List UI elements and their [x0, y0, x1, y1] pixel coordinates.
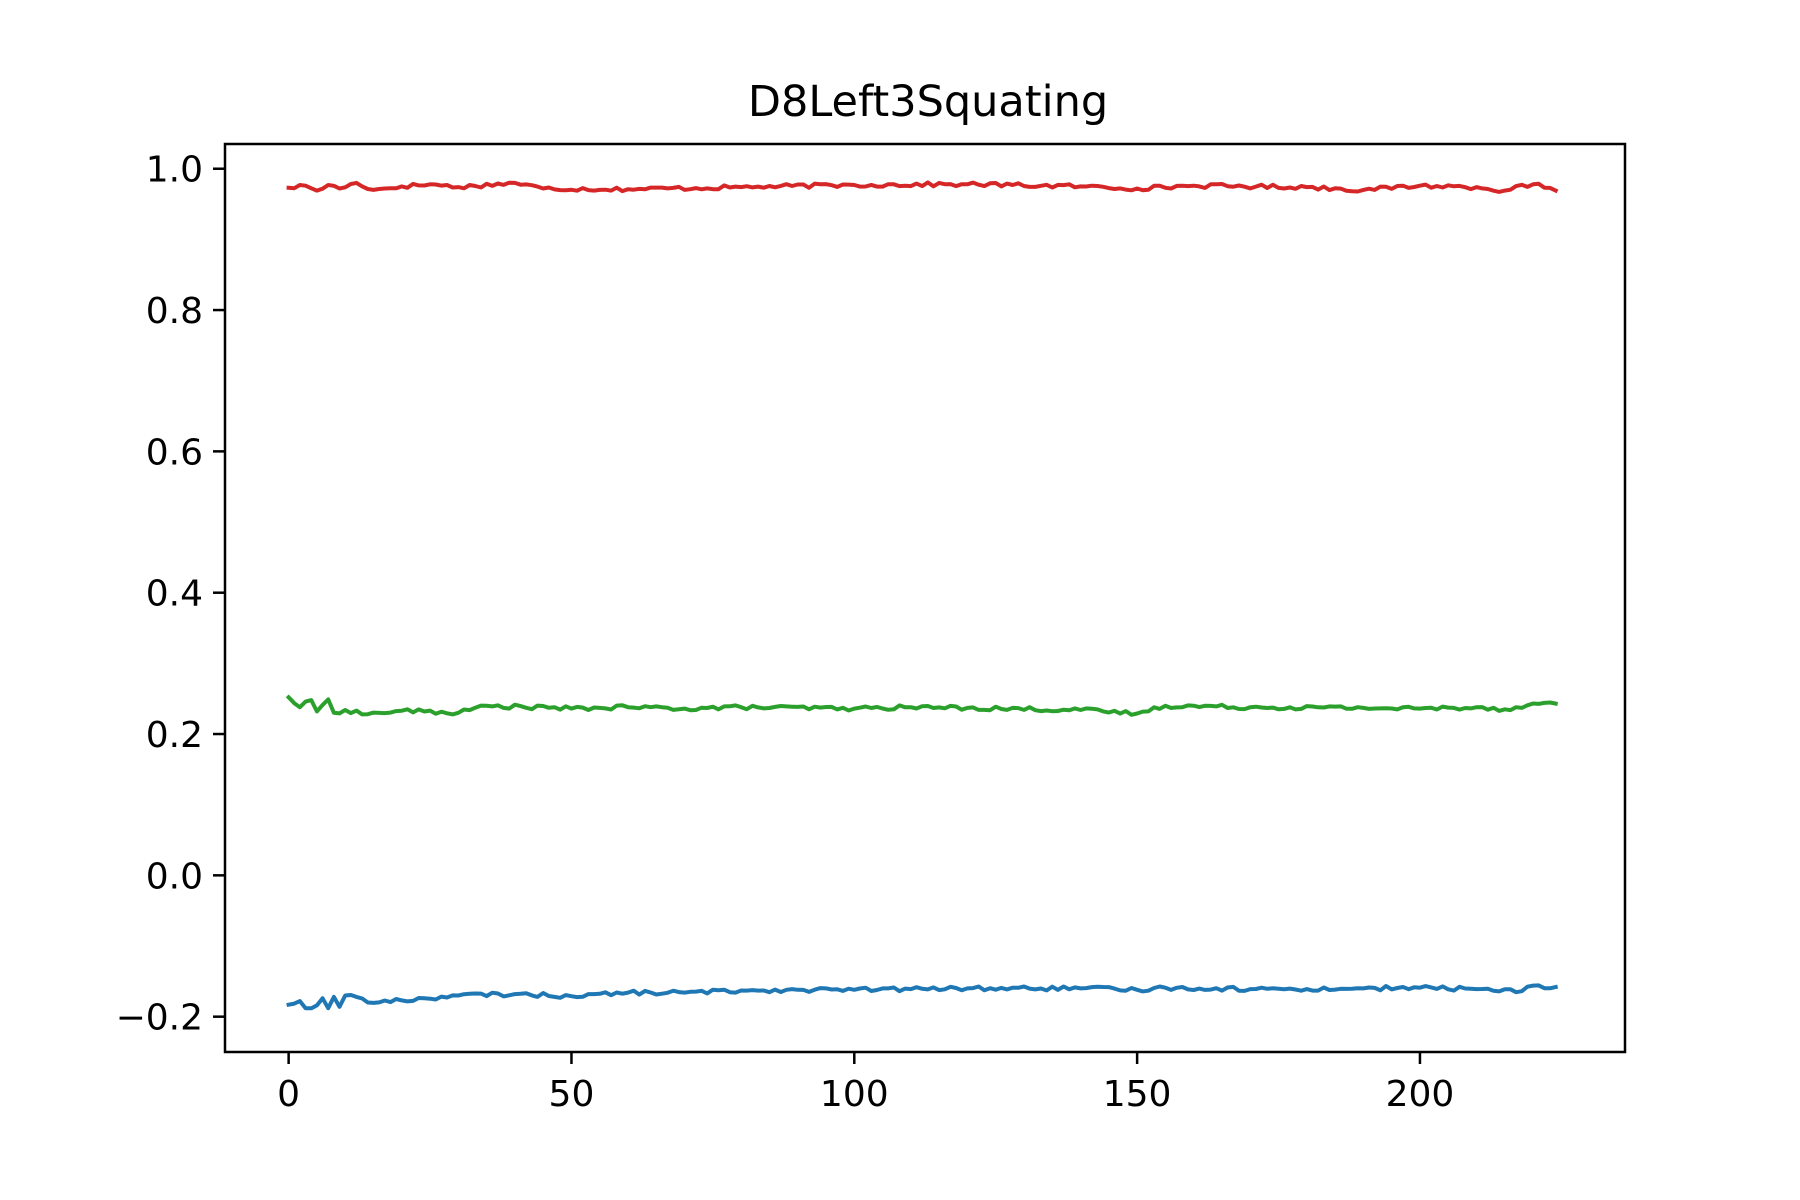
- y-tick-label: −0.2: [116, 998, 203, 1039]
- x-tick-label: 50: [549, 1074, 595, 1115]
- series-line-3: [286, 983, 1559, 1011]
- series-layer: [285, 180, 1559, 1011]
- y-tick-label: 0.4: [146, 574, 203, 615]
- x-tick-label: 150: [1103, 1074, 1172, 1115]
- y-tick-label: 0.8: [146, 291, 203, 332]
- plot-frame: [223, 142, 1627, 1054]
- y-axis: −0.2 0.0 0.2 0.4 0.6 0.8 1.0: [116, 150, 225, 1039]
- x-axis: 0 50 100 150 200: [277, 1052, 1454, 1115]
- chart-title: D8Left3Squating: [748, 77, 1108, 127]
- y-tick-label: 0.0: [146, 856, 203, 897]
- x-tick-label: 0: [277, 1074, 300, 1115]
- series-line-2: [285, 694, 1559, 717]
- y-tick-label: 0.2: [146, 715, 203, 756]
- x-tick-label: 100: [820, 1074, 889, 1115]
- y-tick-label: 1.0: [146, 150, 203, 191]
- x-tick-label: 200: [1386, 1074, 1455, 1115]
- y-tick-label: 0.6: [146, 432, 203, 473]
- series-line-1: [286, 180, 1559, 194]
